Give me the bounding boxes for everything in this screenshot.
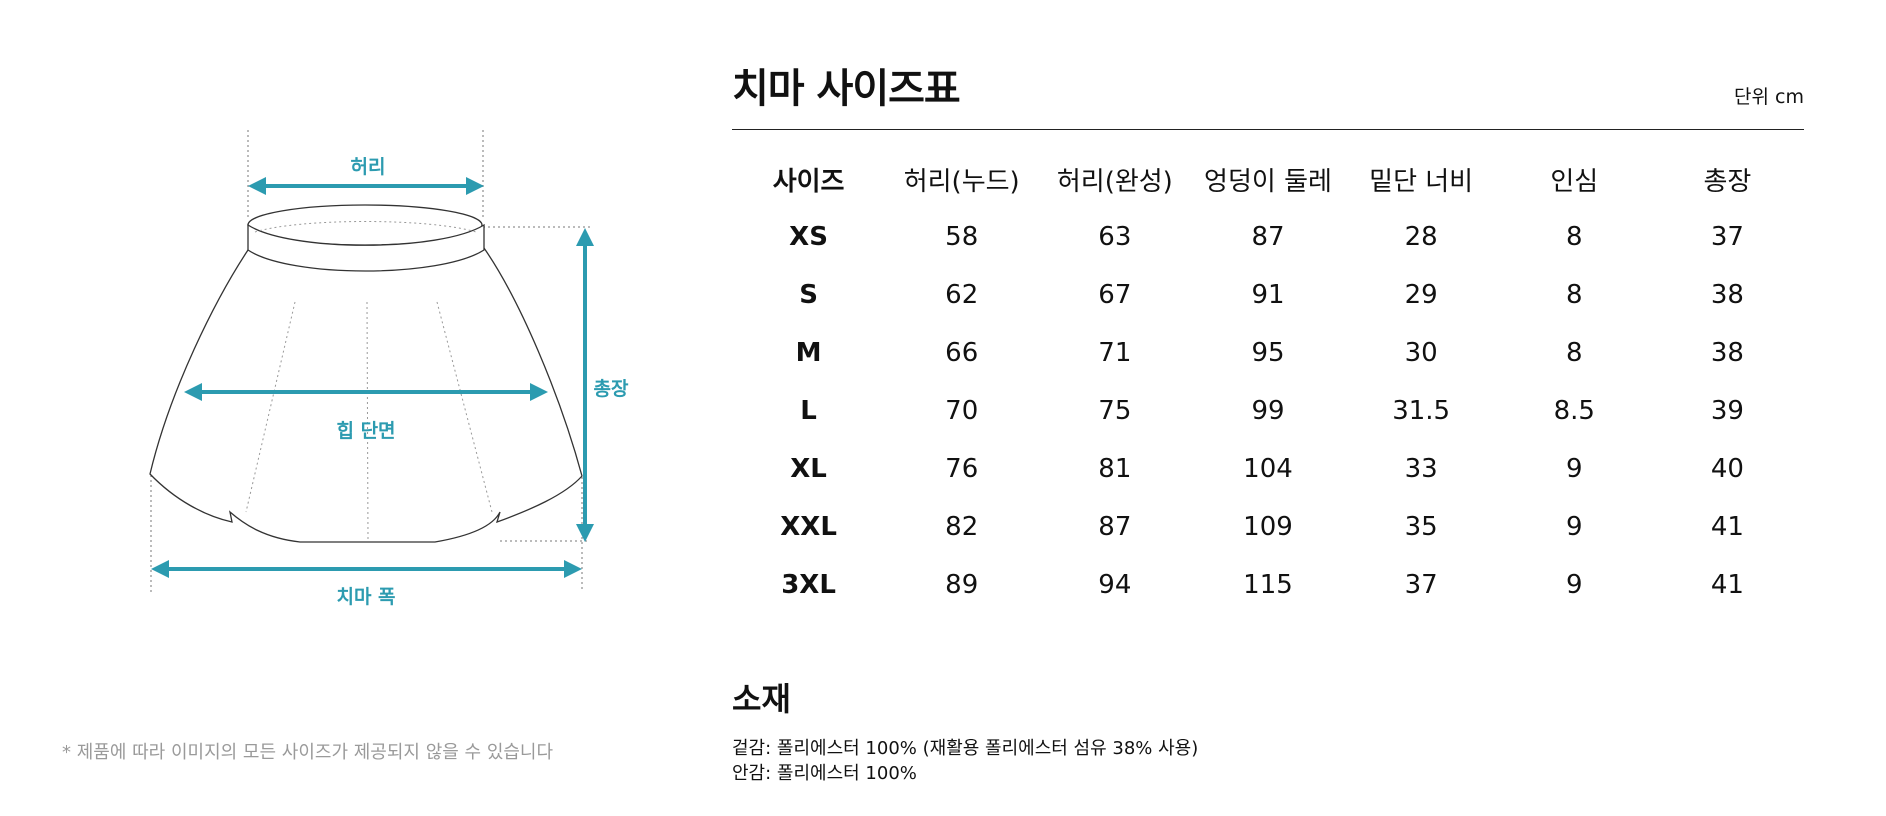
table-row: M 66 71 95 30 8 38 (732, 324, 1804, 382)
table-cell: XL (790, 454, 827, 484)
table-cell: 66 (945, 338, 979, 368)
header-hem-width: 밑단 너비 (1369, 166, 1474, 197)
skirt-illustration (149, 130, 594, 592)
header-length: 총장 (1703, 166, 1752, 197)
table-cell: 41 (1710, 570, 1744, 600)
table-cell: 37 (1404, 570, 1438, 600)
header-waist-finished: 허리(완성) (1056, 166, 1173, 197)
header-size: 사이즈 (772, 166, 845, 197)
table-cell: 39 (1710, 396, 1744, 426)
material-details: 겉감: 폴리에스터 100% (재활용 폴리에스터 섬유 38% 사용) 안감:… (732, 736, 1198, 786)
table-cell: 8 (1566, 280, 1583, 310)
table-row: 3XL 89 94 115 37 9 41 (732, 556, 1804, 614)
table-cell: S (799, 280, 818, 310)
table-cell: 99 (1251, 396, 1285, 426)
size-table: 사이즈 허리(누드) 허리(완성) 엉덩이 둘레 밑단 너비 인심 총장 XS … (732, 150, 1804, 614)
skirt-diagram: 허리 힙 단면 총장 치마 폭 (0, 0, 700, 816)
material-line-lining: 안감: 폴리에스터 100% (732, 763, 917, 784)
table-cell: 30 (1404, 338, 1438, 368)
table-cell: 8.5 (1553, 396, 1595, 426)
header-hip: 엉덩이 둘레 (1204, 166, 1332, 197)
table-row: S 62 67 91 29 8 38 (732, 266, 1804, 324)
table-cell: L (800, 396, 817, 426)
table-cell: 81 (1098, 454, 1132, 484)
table-cell: XXL (780, 512, 837, 542)
table-row: XL 76 81 104 33 9 40 (732, 440, 1804, 498)
table-cell: 87 (1251, 222, 1285, 252)
page-title: 치마 사이즈표 (732, 66, 961, 112)
table-cell: 62 (945, 280, 979, 310)
table-cell: 70 (945, 396, 979, 426)
table-cell: 8 (1566, 338, 1583, 368)
table-cell: M (795, 338, 822, 368)
table-cell: 89 (945, 570, 979, 600)
size-footnote: * 제품에 따라 이미지의 모든 사이즈가 제공되지 않을 수 있습니다 (62, 742, 554, 763)
table-cell: 94 (1098, 570, 1132, 600)
table-cell: 3XL (781, 570, 836, 600)
table-cell: 9 (1566, 454, 1583, 484)
hip-label: 힙 단면 (336, 420, 396, 442)
table-cell: 109 (1243, 512, 1293, 542)
table-cell: 87 (1098, 512, 1132, 542)
unit-label: 단위 cm (1734, 86, 1804, 108)
table-row: XXL 82 87 109 35 9 41 (732, 498, 1804, 556)
skirt-width-label: 치마 폭 (336, 586, 396, 608)
table-cell: 8 (1566, 222, 1583, 252)
table-cell: 76 (945, 454, 979, 484)
table-cell: 75 (1098, 396, 1132, 426)
table-cell: 40 (1710, 454, 1744, 484)
table-cell: 71 (1098, 338, 1132, 368)
header-waist-nude: 허리(누드) (903, 166, 1020, 197)
header-inseam: 인심 (1550, 166, 1599, 197)
length-label: 총장 (593, 378, 629, 400)
table-cell: 82 (945, 512, 979, 542)
title-divider (732, 129, 1804, 130)
table-cell: 38 (1710, 280, 1744, 310)
table-header-row: 사이즈 허리(누드) 허리(완성) 엉덩이 둘레 밑단 너비 인심 총장 (732, 150, 1804, 208)
table-cell: 104 (1243, 454, 1293, 484)
table-cell: 58 (945, 222, 979, 252)
table-cell: 41 (1710, 512, 1744, 542)
table-row: XS 58 63 87 28 8 37 (732, 208, 1804, 266)
table-cell: 35 (1404, 512, 1438, 542)
material-title: 소재 (732, 680, 791, 718)
table-cell: 9 (1566, 512, 1583, 542)
table-cell: 38 (1710, 338, 1744, 368)
table-cell: 9 (1566, 570, 1583, 600)
table-cell: 67 (1098, 280, 1132, 310)
table-cell: 31.5 (1392, 396, 1451, 426)
table-cell: 91 (1251, 280, 1285, 310)
material-line-shell: 겉감: 폴리에스터 100% (재활용 폴리에스터 섬유 38% 사용) (732, 738, 1199, 759)
table-cell: 37 (1710, 222, 1744, 252)
waist-label: 허리 (350, 156, 386, 178)
table-cell: XS (789, 222, 828, 252)
table-cell: 95 (1251, 338, 1285, 368)
table-cell: 63 (1098, 222, 1132, 252)
table-cell: 28 (1404, 222, 1438, 252)
table-cell: 33 (1404, 454, 1438, 484)
table-cell: 29 (1404, 280, 1438, 310)
table-cell: 115 (1243, 570, 1293, 600)
table-row: L 70 75 99 31.5 8.5 39 (732, 382, 1804, 440)
